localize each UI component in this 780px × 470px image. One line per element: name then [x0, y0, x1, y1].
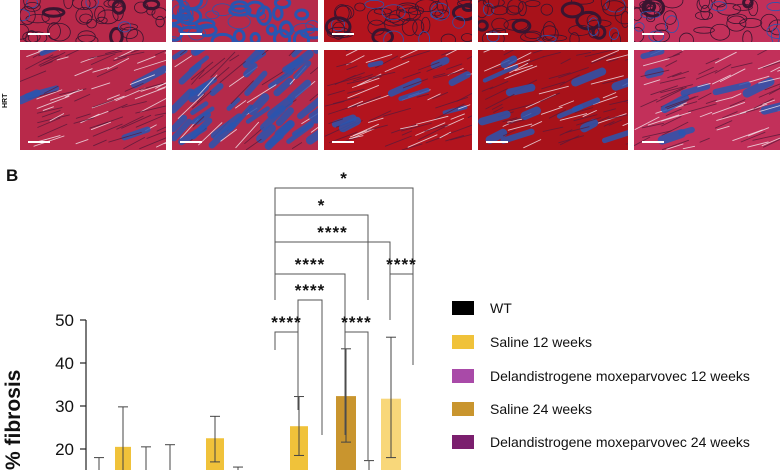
y-tick-label: 30: [55, 397, 74, 416]
significance-bracket: [344, 331, 369, 460]
significance-label: ****: [386, 255, 416, 274]
legend-swatch: [452, 402, 474, 416]
legend-swatch: [452, 369, 474, 383]
legend-item: WT: [452, 298, 512, 318]
y-axis-label: % fibrosis: [2, 370, 25, 470]
significance-bracket: [274, 273, 346, 345]
legend-item: Delandistrogene moxeparvovec 24 weeks: [452, 432, 750, 452]
significance-label: *: [318, 196, 326, 215]
significance-bracket: [274, 331, 299, 410]
row-label-hrt: HRT: [2, 93, 9, 108]
legend-label: Delandistrogene moxeparvovec 24 weeks: [490, 434, 750, 450]
histology-image-hrt-saline-24: [478, 50, 628, 150]
histology-image-ht-saline-24: [478, 0, 628, 42]
y-tick-label: 40: [55, 354, 74, 373]
legend-label: Saline 24 weeks: [490, 401, 592, 417]
significance-label: ****: [341, 313, 371, 332]
legend-swatch: [452, 301, 474, 315]
significance-label: ****: [271, 313, 301, 332]
significance-bracket: [274, 241, 391, 300]
legend-label: Saline 12 weeks: [490, 334, 592, 350]
histology-image-ht-wt: [20, 0, 166, 42]
histology-image-hrt-delan-24: [634, 50, 780, 150]
y-tick-label: 50: [55, 311, 74, 330]
significance-label: *: [340, 169, 348, 188]
panel-b-label: B: [6, 166, 19, 185]
histology-image-hrt-saline-12: [172, 50, 318, 150]
histology-image-hrt-delan-12: [324, 50, 472, 150]
histology-image-ht-saline-12: [172, 0, 318, 42]
histology-image-ht-delan-12: [324, 0, 472, 42]
legend-swatch: [452, 435, 474, 449]
legend-item: Delandistrogene moxeparvovec 12 weeks: [452, 366, 750, 386]
legend-item: Saline 12 weeks: [452, 332, 592, 352]
legend-label: WT: [490, 300, 512, 316]
histology-image-ht-delan-24: [634, 0, 780, 42]
significance-label: ****: [317, 223, 347, 242]
histology-panel: HRT: [0, 0, 780, 158]
significance-bracket: [389, 273, 414, 365]
significance-label: ****: [295, 255, 325, 274]
legend-swatch: [452, 335, 474, 349]
legend-label: Delandistrogene moxeparvovec 12 weeks: [490, 368, 750, 384]
y-tick-label: 20: [55, 440, 74, 459]
histology-image-hrt-wt: [20, 50, 166, 150]
legend-item: Saline 24 weeks: [452, 399, 592, 419]
significance-label: ****: [295, 281, 325, 300]
